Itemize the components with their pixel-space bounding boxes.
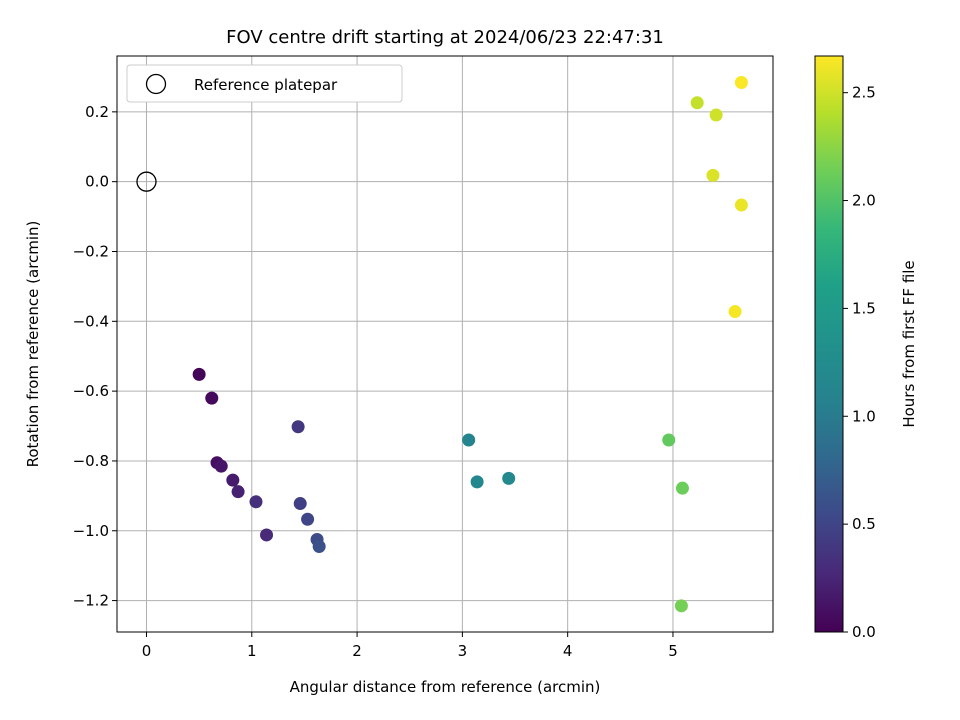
data-point <box>728 305 742 319</box>
legend-reference-marker <box>145 73 167 95</box>
x-axis-ticks: 0 1 2 3 4 5 <box>142 632 678 660</box>
y-tick-label: 0.2 <box>85 103 109 121</box>
reference-platepar-marker <box>136 171 157 192</box>
x-axis-label: Angular distance from reference (arcmin) <box>290 678 601 696</box>
colorbar-gradient <box>814 55 844 633</box>
colorbar-tick-label: 2.5 <box>852 84 876 102</box>
colorbar-tick-label: 1.5 <box>852 299 876 317</box>
data-point <box>214 459 228 473</box>
data-point <box>470 475 484 489</box>
data-point <box>231 485 245 499</box>
y-tick-label: −0.2 <box>73 242 109 260</box>
y-tick-label: −0.8 <box>73 452 109 470</box>
data-point <box>502 471 516 485</box>
colorbar: 0.0 0.5 1.0 1.5 2.0 2.5 Hours from first FF f… <box>814 55 918 641</box>
data-point <box>260 528 274 542</box>
data-point <box>226 473 240 487</box>
data-point <box>690 96 704 110</box>
x-tick-label: 0 <box>142 642 152 660</box>
x-tick-label: 5 <box>668 642 678 660</box>
data-point <box>674 599 688 613</box>
data-point <box>734 198 748 212</box>
data-point <box>709 108 723 122</box>
colorbar-tick-label: 0.0 <box>852 623 876 641</box>
plot-frame <box>116 55 774 633</box>
y-tick-label: −0.4 <box>73 312 109 330</box>
scatter-points <box>192 76 748 613</box>
y-tick-label: 0.0 <box>85 173 109 191</box>
legend: Reference platepar <box>126 64 403 103</box>
data-point <box>291 420 305 434</box>
colorbar-tick-label: 2.0 <box>852 192 876 210</box>
y-axis-label: Rotation from reference (arcmin) <box>24 221 42 468</box>
data-point <box>462 433 476 447</box>
colorbar-ticks: 0.0 0.5 1.0 1.5 2.0 2.5 <box>843 84 876 641</box>
data-point <box>301 512 315 526</box>
x-tick-label: 2 <box>352 642 362 660</box>
data-point <box>192 367 206 381</box>
data-point <box>205 391 219 405</box>
data-point <box>675 481 689 495</box>
x-tick-label: 4 <box>563 642 573 660</box>
legend-entry-reference: Reference platepar <box>194 76 338 94</box>
y-axis-ticks: 0.2 0.0 −0.2 −0.4 −0.6 −0.8 −1.0 −1.2 <box>73 103 117 610</box>
y-tick-label: −0.6 <box>73 382 109 400</box>
colorbar-tick-label: 0.5 <box>852 515 876 533</box>
data-point <box>312 539 326 553</box>
y-tick-label: −1.0 <box>73 522 109 540</box>
colorbar-tick-label: 1.0 <box>852 407 876 425</box>
data-point <box>293 497 307 511</box>
grid-lines <box>117 56 773 632</box>
data-point <box>734 76 748 90</box>
colorbar-label: Hours from first FF file <box>900 260 918 427</box>
y-tick-label: −1.2 <box>73 592 109 610</box>
legend-box <box>126 64 403 103</box>
data-point <box>249 495 263 509</box>
chart-title: FOV centre drift starting at 2024/06/23 … <box>226 27 664 48</box>
data-point <box>662 433 676 447</box>
data-point <box>706 168 720 182</box>
x-tick-label: 3 <box>458 642 468 660</box>
x-tick-label: 1 <box>247 642 257 660</box>
